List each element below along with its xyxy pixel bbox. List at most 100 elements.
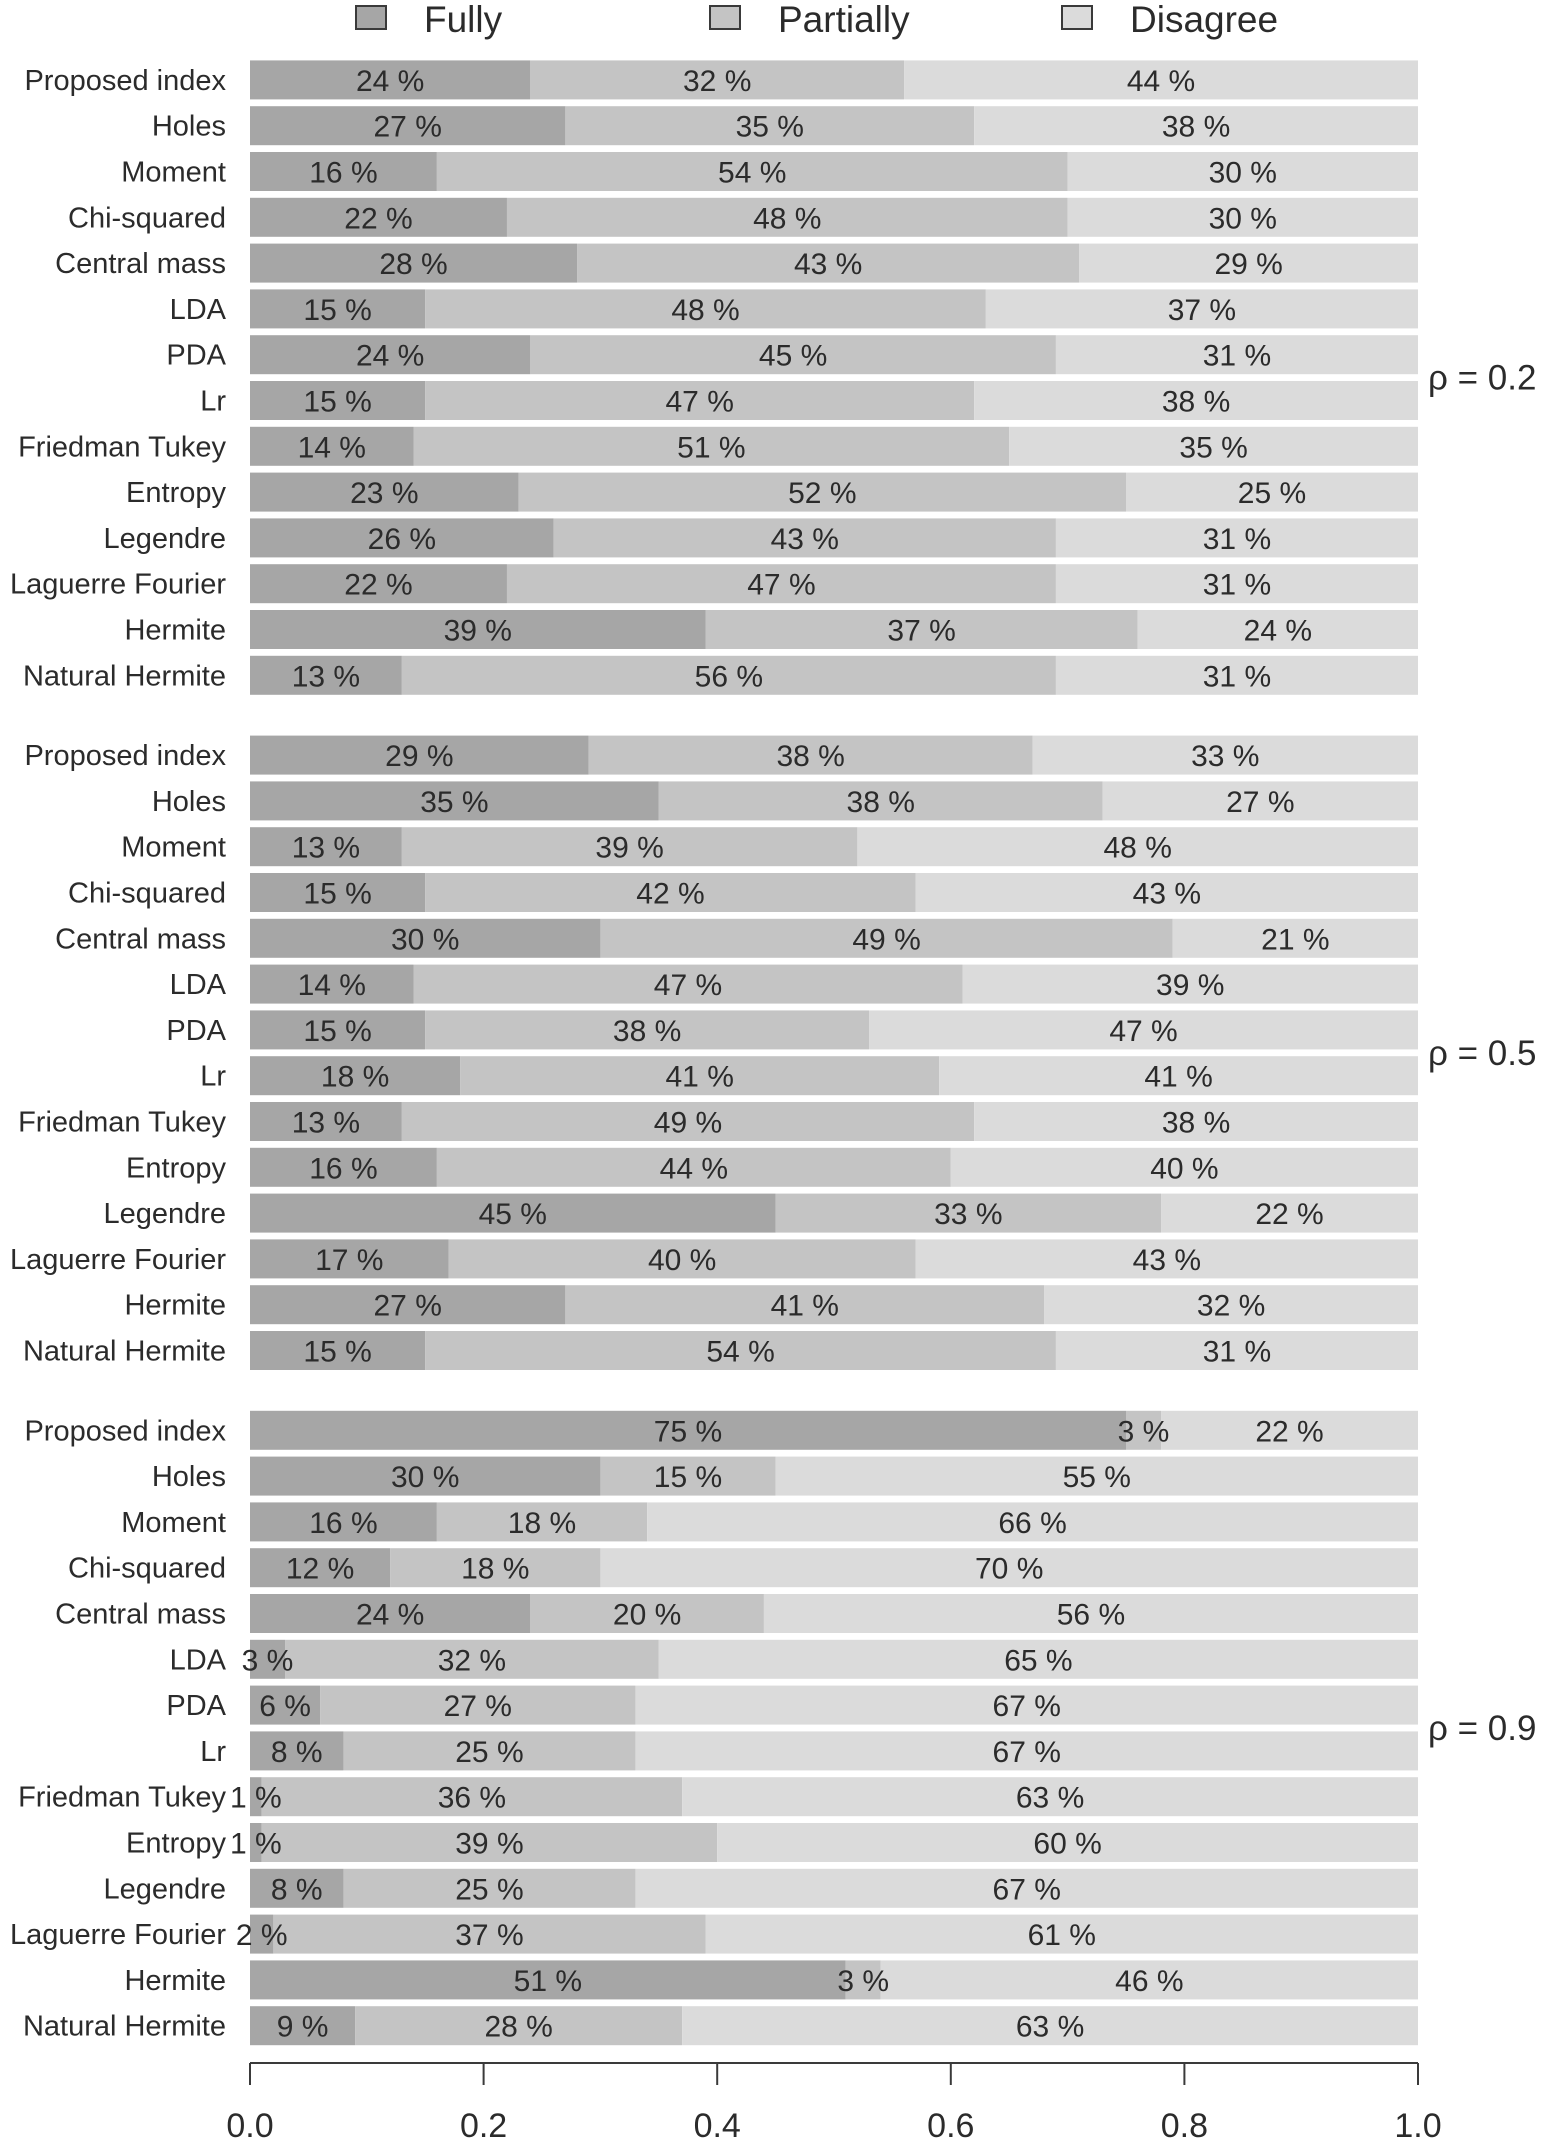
bar-value-label: 49 %	[852, 923, 920, 956]
bar-segment-partially	[518, 472, 1126, 512]
legend-label-partially: Partially	[778, 0, 910, 40]
bar-value-label: 39 %	[444, 615, 512, 648]
bar-value-label: 1 %	[230, 1828, 282, 1861]
bar-value-label: 31 %	[1203, 523, 1271, 556]
bar-value-label: 27 %	[1226, 786, 1294, 819]
bar-segment-fully	[250, 106, 566, 146]
bar-segment-disagree	[1079, 243, 1418, 283]
bar-segment-disagree	[1161, 1410, 1418, 1450]
bar-value-label: 40 %	[1150, 1152, 1218, 1185]
bar-segment-partially	[588, 735, 1033, 775]
bar-value-label: 49 %	[654, 1107, 722, 1140]
category-label: PDA	[166, 1015, 226, 1047]
bar-segment-fully	[250, 1056, 461, 1096]
bar-value-label: 48 %	[753, 202, 821, 235]
bar-value-label: 35 %	[736, 111, 804, 144]
category-label: LDA	[170, 1644, 227, 1676]
bar-segment-disagree	[904, 60, 1418, 100]
bar-segment-fully	[250, 243, 578, 283]
category-label: Central mass	[55, 1599, 226, 1631]
bar-value-label: 41 %	[771, 1290, 839, 1323]
bar-value-label: 15 %	[303, 878, 371, 911]
x-axis: 0.0 0.2 0.4 0.6 0.8 1.0	[226, 2062, 1442, 2145]
bar-value-label: 27 %	[444, 1690, 512, 1723]
bar-value-label: 25 %	[455, 1873, 523, 1906]
bar-segment-disagree	[915, 873, 1418, 912]
bar-value-label: 54 %	[718, 157, 786, 190]
bar-value-label: 33 %	[1191, 740, 1259, 773]
bar-value-label: 3 %	[1118, 1415, 1170, 1448]
bar-value-label: 45 %	[479, 1198, 547, 1231]
bar-value-label: 29 %	[385, 740, 453, 773]
bar-segment-partially	[460, 1056, 940, 1096]
bar-value-label: 42 %	[636, 878, 704, 911]
bar-value-label: 30 %	[391, 923, 459, 956]
category-label: Proposed index	[24, 1415, 226, 1447]
bar-segment-disagree	[682, 1777, 1418, 1817]
bar-value-label: 9 %	[277, 2011, 329, 2044]
bar-segment-partially	[401, 1102, 975, 1141]
bar-value-label: 38 %	[1162, 1107, 1230, 1140]
bar-segment-disagree	[1126, 472, 1418, 512]
bar-value-label: 28 %	[379, 248, 447, 281]
category-label: PDA	[166, 1690, 226, 1722]
x-tick-label: 0.4	[694, 2107, 741, 2145]
bar-segment-disagree	[1055, 564, 1418, 604]
group-label-1: ρ = 0.2	[1428, 359, 1536, 398]
bar-segment-disagree	[647, 1502, 1418, 1542]
bar-segment-disagree	[915, 1239, 1418, 1279]
bar-value-label: 26 %	[368, 523, 436, 556]
bar-segment-partially	[401, 655, 1056, 695]
bar-segment-disagree	[869, 1010, 1418, 1050]
bar-segment-disagree	[1009, 426, 1418, 466]
bar-value-label: 15 %	[303, 1336, 371, 1369]
bar-segment-partially	[705, 610, 1138, 649]
bar-segment-partially	[658, 781, 1103, 821]
bar-value-label: 48 %	[671, 294, 739, 327]
bar-segment-fully	[250, 564, 507, 604]
bar-value-label: 18 %	[508, 1507, 576, 1540]
category-label: PDA	[166, 340, 226, 372]
bar-segment-fully	[250, 873, 426, 912]
bar-segment-disagree	[974, 381, 1418, 420]
category-label: Proposed index	[24, 65, 226, 97]
bar-segment-partially	[425, 1331, 1056, 1370]
bar-value-label: 60 %	[1033, 1828, 1101, 1861]
bar-segment-disagree	[974, 1102, 1418, 1141]
legend-key-fully	[355, 5, 387, 30]
bar-segment-fully	[250, 1410, 1126, 1450]
bar-value-label: 3 %	[242, 1644, 294, 1677]
category-label: Legendre	[103, 523, 226, 555]
group-label-2: ρ = 0.5	[1428, 1034, 1536, 1073]
bar-value-label: 16 %	[309, 1152, 377, 1185]
bar-segment-partially	[343, 1868, 636, 1908]
bar-segment-disagree	[635, 1868, 1418, 1908]
bar-segment-fully	[250, 1502, 437, 1542]
bar-segment-fully	[250, 60, 531, 100]
bar-value-label: 24 %	[356, 340, 424, 373]
bar-segment-disagree	[1067, 152, 1418, 191]
bar-value-label: 20 %	[613, 1599, 681, 1632]
bar-value-label: 37 %	[887, 615, 955, 648]
bar-segment-disagree	[763, 1594, 1418, 1633]
bar-value-label: 47 %	[665, 386, 733, 419]
bar-value-label: 43 %	[1133, 1244, 1201, 1277]
bar-value-label: 66 %	[998, 1507, 1066, 1540]
bar-value-label: 41 %	[1144, 1061, 1212, 1094]
bar-segment-partially	[390, 1548, 601, 1588]
bar-value-label: 51 %	[514, 1965, 582, 1998]
bar-value-label: 23 %	[350, 477, 418, 510]
bar-segment-partially	[261, 1777, 683, 1817]
bar-value-label: 38 %	[776, 740, 844, 773]
legend-key-partially	[709, 5, 741, 30]
category-labels: Proposed index Holes Moment Chi-squared Cent…	[10, 65, 227, 2043]
bar-value-label: 31 %	[1203, 569, 1271, 602]
bar-segment-partially	[413, 426, 1010, 466]
bar-value-label: 30 %	[1209, 202, 1277, 235]
bar-segment-disagree	[985, 289, 1418, 329]
bar-value-label: 48 %	[1103, 832, 1171, 865]
bar-value-label: 30 %	[391, 1461, 459, 1494]
bar-value-label: 1 %	[230, 1782, 282, 1815]
bar-value-label: 25 %	[455, 1736, 523, 1769]
bar-segment-disagree	[1137, 610, 1418, 649]
